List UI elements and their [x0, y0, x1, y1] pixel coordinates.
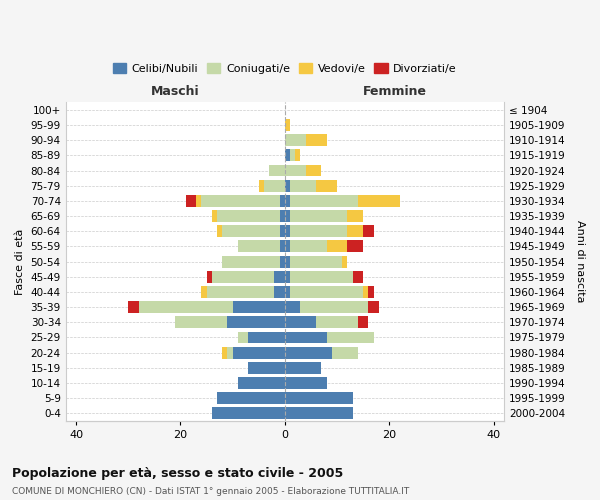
Bar — [285, 256, 290, 268]
Bar — [222, 226, 280, 237]
Bar — [217, 392, 285, 404]
Bar — [280, 226, 285, 237]
Bar — [248, 362, 285, 374]
Bar — [285, 362, 322, 374]
Bar — [285, 332, 326, 344]
Bar — [285, 286, 290, 298]
Bar — [305, 164, 322, 176]
Bar — [316, 316, 358, 328]
Y-axis label: Anni di nascita: Anni di nascita — [575, 220, 585, 303]
Bar — [290, 226, 347, 237]
Bar — [358, 195, 400, 207]
Bar — [285, 180, 290, 192]
Bar — [326, 332, 374, 344]
Text: Maschi: Maschi — [151, 84, 200, 98]
Text: COMUNE DI MONCHIERO (CN) - Dati ISTAT 1° gennaio 2005 - Elaborazione TUTTITALIA.: COMUNE DI MONCHIERO (CN) - Dati ISTAT 1°… — [12, 488, 409, 496]
Bar — [368, 286, 374, 298]
Bar — [206, 271, 212, 282]
Bar — [290, 271, 353, 282]
Bar — [222, 256, 280, 268]
Y-axis label: Fasce di età: Fasce di età — [15, 228, 25, 295]
Bar — [233, 301, 285, 313]
Bar — [196, 195, 202, 207]
Bar — [280, 210, 285, 222]
Text: Popolazione per età, sesso e stato civile - 2005: Popolazione per età, sesso e stato civil… — [12, 468, 343, 480]
Bar — [363, 286, 368, 298]
Bar — [227, 346, 233, 358]
Bar — [290, 210, 347, 222]
Bar — [285, 195, 290, 207]
Bar — [332, 346, 358, 358]
Bar — [202, 286, 206, 298]
Bar — [347, 240, 363, 252]
Bar — [285, 226, 290, 237]
Bar — [285, 240, 290, 252]
Bar — [290, 240, 326, 252]
Bar — [316, 180, 337, 192]
Bar — [139, 301, 233, 313]
Bar — [269, 164, 285, 176]
Bar — [212, 408, 285, 420]
Bar — [280, 240, 285, 252]
Bar — [217, 226, 222, 237]
Text: Femmine: Femmine — [362, 84, 427, 98]
Bar — [285, 164, 305, 176]
Bar — [238, 332, 248, 344]
Bar — [217, 210, 280, 222]
Bar — [274, 271, 285, 282]
Bar — [295, 150, 301, 161]
Bar — [274, 286, 285, 298]
Bar — [363, 226, 374, 237]
Bar — [259, 180, 264, 192]
Bar — [285, 119, 290, 131]
Bar — [238, 240, 280, 252]
Bar — [347, 210, 363, 222]
Bar — [368, 301, 379, 313]
Bar — [347, 226, 363, 237]
Bar — [285, 134, 305, 146]
Bar — [358, 316, 368, 328]
Bar — [305, 134, 326, 146]
Bar — [280, 256, 285, 268]
Bar — [301, 301, 368, 313]
Bar — [248, 332, 285, 344]
Bar — [285, 150, 290, 161]
Bar — [285, 271, 290, 282]
Bar — [285, 316, 316, 328]
Bar — [290, 195, 358, 207]
Bar — [233, 346, 285, 358]
Bar — [290, 180, 316, 192]
Bar — [128, 301, 139, 313]
Bar — [212, 210, 217, 222]
Bar — [227, 316, 285, 328]
Bar — [280, 195, 285, 207]
Legend: Celibi/Nubili, Coniugati/e, Vedovi/e, Divorziati/e: Celibi/Nubili, Coniugati/e, Vedovi/e, Di… — [109, 60, 460, 78]
Bar — [264, 180, 285, 192]
Bar — [285, 301, 301, 313]
Bar — [353, 271, 363, 282]
Bar — [175, 316, 227, 328]
Bar — [206, 286, 274, 298]
Bar — [285, 346, 332, 358]
Bar — [342, 256, 347, 268]
Bar — [202, 195, 280, 207]
Bar — [290, 256, 342, 268]
Bar — [285, 210, 290, 222]
Bar — [185, 195, 196, 207]
Bar — [290, 150, 295, 161]
Bar — [222, 346, 227, 358]
Bar — [212, 271, 274, 282]
Bar — [285, 392, 353, 404]
Bar — [238, 377, 285, 389]
Bar — [290, 286, 363, 298]
Bar — [326, 240, 347, 252]
Bar — [285, 408, 353, 420]
Bar — [285, 377, 326, 389]
